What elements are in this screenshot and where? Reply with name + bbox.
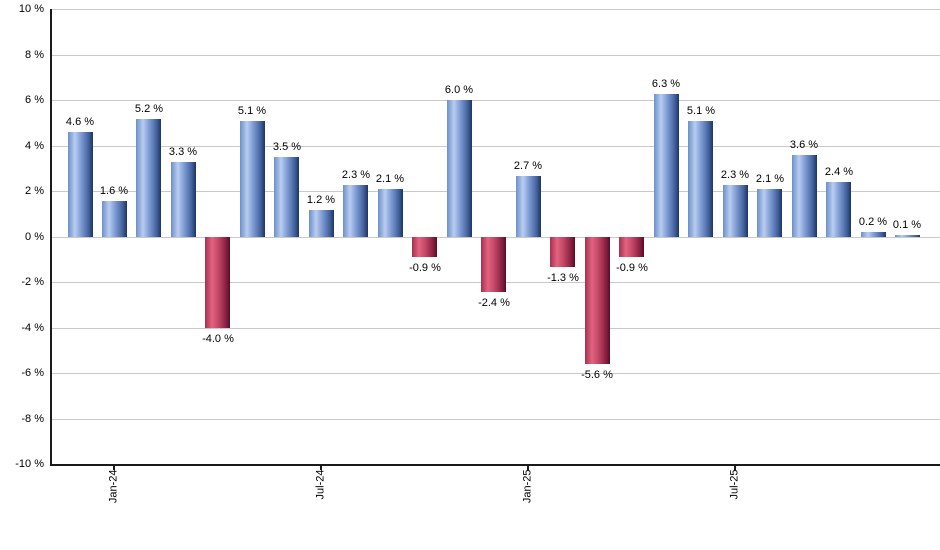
bar-negative (619, 237, 644, 257)
x-tick-mark (113, 464, 115, 470)
gridline (50, 373, 940, 374)
x-tick-label: Jan-24 (107, 469, 120, 504)
bar-positive (274, 157, 299, 237)
bar-value-label: 5.1 % (237, 105, 267, 117)
bar-positive (343, 185, 368, 237)
y-axis-label: 2 % (25, 185, 44, 197)
x-axis-line (50, 464, 940, 466)
bar-negative (481, 237, 506, 292)
bar-positive (136, 119, 161, 237)
bar-value-label: 1.6 % (99, 185, 129, 197)
y-axis-label: -10 % (15, 458, 44, 470)
bar-value-label: 5.1 % (686, 105, 716, 117)
bar-value-label: 0.2 % (858, 216, 888, 228)
bar-positive (826, 182, 851, 237)
gridline (50, 55, 940, 56)
bar-value-label: 3.6 % (789, 139, 819, 151)
bar-negative (585, 237, 610, 364)
bar-value-label: 2.7 % (513, 160, 543, 172)
bar-negative (550, 237, 575, 267)
bar-positive (102, 201, 127, 237)
bar-value-label: 2.1 % (375, 173, 405, 185)
bar-positive (240, 121, 265, 237)
gridline (50, 9, 940, 10)
y-axis-label: 0 % (25, 231, 44, 243)
bar-value-label: -0.9 % (409, 262, 441, 274)
bar-value-label: -5.6 % (581, 369, 613, 381)
bar-value-label: 6.3 % (651, 78, 681, 90)
bar-positive (792, 155, 817, 237)
bar-value-label: 2.3 % (341, 169, 371, 181)
bar-value-label: 3.3 % (168, 146, 198, 158)
bar-value-label: 5.2 % (134, 103, 164, 115)
gridline (50, 191, 940, 192)
x-tick-label: Jul-25 (728, 469, 741, 500)
bar-value-label: 2.4 % (824, 166, 854, 178)
bar-value-label: 0.1 % (892, 219, 922, 231)
bar-value-label: -4.0 % (202, 333, 234, 345)
bar-value-label: 2.1 % (755, 173, 785, 185)
bar-positive (516, 176, 541, 237)
bar-negative (205, 237, 230, 328)
bar-value-label: 2.3 % (720, 169, 750, 181)
bar-value-label: 6.0 % (444, 84, 474, 96)
bar-positive (378, 189, 403, 237)
y-axis-label: -2 % (21, 276, 44, 288)
bar-positive (309, 210, 334, 237)
gridline (50, 100, 940, 101)
bar-positive (447, 100, 472, 237)
y-axis-line (50, 9, 52, 466)
y-axis-label: 4 % (25, 140, 44, 152)
bar-positive (654, 94, 679, 237)
bar-value-label: -2.4 % (478, 297, 510, 309)
bar-positive (895, 235, 920, 237)
y-axis-label: 6 % (25, 94, 44, 106)
gridline (50, 146, 940, 147)
bar-positive (688, 121, 713, 237)
y-axis-label: -8 % (21, 413, 44, 425)
x-tick-mark (320, 464, 322, 470)
x-tick-mark (734, 464, 736, 470)
y-axis-label: 10 % (18, 3, 44, 15)
bar-value-label: 3.5 % (272, 141, 302, 153)
bar-positive (757, 189, 782, 237)
y-axis-label: 8 % (25, 49, 44, 61)
y-axis-label: -4 % (21, 322, 44, 334)
x-tick-label: Jul-24 (314, 469, 327, 500)
bar-negative (412, 237, 437, 257)
x-tick-label: Jan-25 (521, 469, 534, 504)
bar-positive (861, 232, 886, 237)
bar-positive (723, 185, 748, 237)
bar-value-label: 4.6 % (65, 116, 95, 128)
bar-value-label: -1.3 % (547, 272, 579, 284)
gridline (50, 419, 940, 420)
bar-value-label: 1.2 % (306, 194, 336, 206)
gridline (50, 328, 940, 329)
bar-positive (171, 162, 196, 237)
x-tick-mark (527, 464, 529, 470)
y-axis-label: -6 % (21, 367, 44, 379)
bar-positive (68, 132, 93, 237)
bar-value-label: -0.9 % (616, 262, 648, 274)
